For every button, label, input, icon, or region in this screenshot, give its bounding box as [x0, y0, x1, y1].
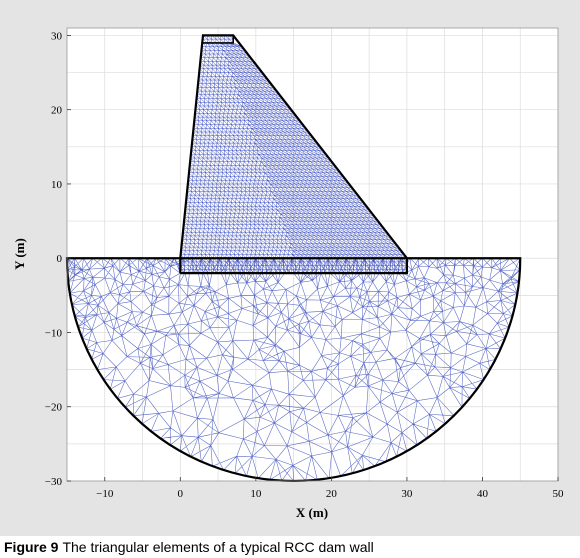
y-tick-label: −20 — [45, 402, 63, 414]
x-tick-label: 20 — [326, 488, 338, 500]
y-tick-label: 20 — [51, 105, 63, 117]
dam-crest-outline — [203, 34, 234, 44]
x-tick-label: 30 — [401, 488, 413, 500]
x-tick-label: 0 — [178, 488, 184, 500]
caption-text: The triangular elements of a typical RCC… — [62, 539, 374, 555]
y-tick-label: −10 — [45, 327, 63, 339]
mesh-plot: −10 0 10 20 30 40 50 −30 −20 −10 0 10 20 30 X (m) Y (… — [12, 27, 564, 520]
figure-panel: −10 0 10 20 30 40 50 −30 −20 −10 0 10 20 30 X (m) Y (… — [0, 0, 580, 536]
x-tick-label: 10 — [250, 488, 262, 500]
x-tick-label: 50 — [553, 488, 565, 500]
axis-ticks: −10 0 10 20 30 40 50 −30 −20 −10 0 10 20 30 — [45, 30, 564, 500]
x-axis-label: X (m) — [296, 505, 328, 520]
y-axis-label: Y (m) — [12, 238, 27, 270]
plot-frame — [66, 27, 559, 482]
x-tick-label: 40 — [477, 488, 489, 500]
figure-number: Figure 9 — [4, 539, 59, 555]
y-tick-label: 10 — [51, 179, 63, 191]
figure-caption: Figure 9 The triangular elements of a typ… — [4, 539, 578, 555]
y-tick-label: 0 — [57, 253, 63, 265]
x-tick-label: −10 — [96, 488, 114, 500]
y-tick-label: −30 — [45, 476, 63, 488]
y-tick-label: 30 — [51, 30, 63, 42]
